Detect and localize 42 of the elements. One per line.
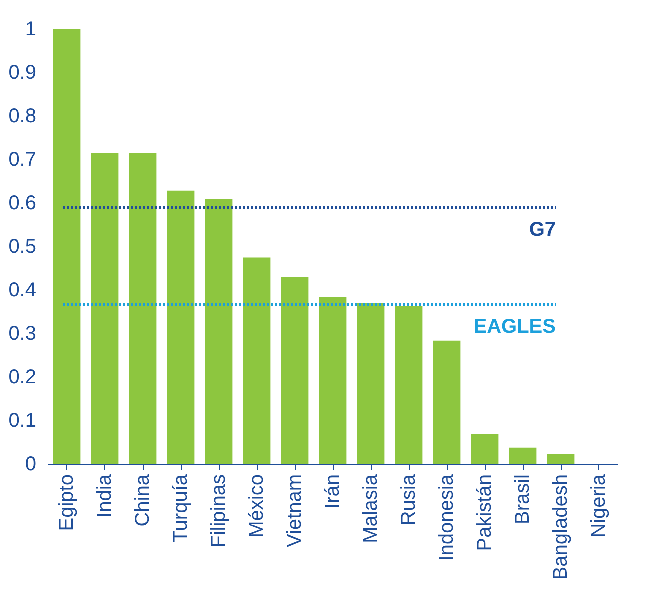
bar	[281, 276, 309, 464]
x-tick-label: Bangladesh	[550, 474, 572, 580]
x-tick-label: Filipinas	[208, 474, 230, 548]
ref-line-label: G7	[529, 218, 556, 241]
x-tick-label: Vietnam	[284, 474, 306, 548]
x-tick-label: Malasia	[360, 474, 382, 544]
bar	[357, 303, 385, 464]
x-tick-label: Brasil	[512, 474, 534, 525]
bar	[167, 190, 195, 464]
bar	[471, 434, 499, 464]
x-tick-label: México	[246, 474, 268, 538]
y-tick-label: 0.3	[8, 323, 36, 345]
x-tick-label: Irán	[322, 474, 344, 509]
y-tick-label: 0.7	[8, 149, 36, 171]
y-tick-label: 0.4	[8, 280, 36, 302]
x-tick-label: Pakistán	[474, 474, 496, 552]
bar	[243, 258, 271, 464]
bar	[433, 340, 461, 464]
bar	[91, 152, 119, 464]
bar	[319, 296, 347, 464]
bar	[395, 306, 423, 464]
bar	[509, 448, 537, 464]
y-tick-label: 1	[25, 18, 36, 40]
x-tick-label: Nigeria	[588, 474, 610, 538]
x-tick-label: Egipto	[56, 474, 78, 532]
ref-line-label: EAGLES	[474, 316, 556, 338]
bar	[547, 454, 575, 464]
x-tick-label: India	[94, 474, 116, 518]
y-tick-label: 0.5	[8, 236, 36, 258]
x-tick-label: Indonesia	[436, 474, 458, 562]
x-tick-label: Rusia	[398, 474, 420, 526]
bar	[129, 152, 157, 464]
x-tick-label: Turquía	[170, 474, 192, 543]
x-tick-label: China	[132, 474, 154, 527]
y-tick-label: 0.8	[8, 106, 36, 128]
y-tick-label: 0.2	[8, 366, 36, 388]
y-tick-label: 0.1	[8, 410, 36, 432]
bar	[53, 29, 81, 464]
bar	[205, 199, 233, 464]
y-tick-label: 0.9	[8, 62, 36, 84]
y-tick-label: 0	[25, 454, 36, 476]
y-tick-label: 0.6	[8, 192, 36, 214]
